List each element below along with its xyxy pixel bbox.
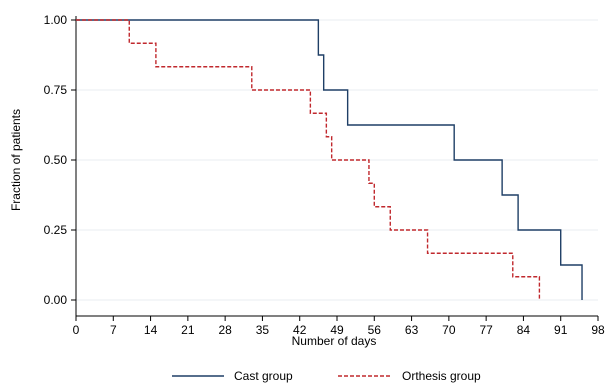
- series-layer: [76, 19, 583, 300]
- label-layer: 0.00 0.25 0.50 0.75 1.00 0 7 14 21 28 35 42 49 56 63 70…: [9, 13, 605, 348]
- x-tick-label: 70: [442, 323, 456, 337]
- x-axis-title: Number of days: [292, 334, 377, 348]
- x-tick-label: 42: [293, 323, 307, 337]
- x-tick-label: 7: [110, 323, 117, 337]
- y-tick-label: 0.00: [44, 293, 68, 307]
- series-line-0: [76, 19, 583, 300]
- legend-label-0: Cast group: [234, 369, 293, 383]
- x-tick-label: 84: [517, 323, 531, 337]
- y-tick-label: 0.25: [44, 223, 68, 237]
- y-tick-label: 0.75: [44, 83, 68, 97]
- x-tick-label: 21: [181, 323, 195, 337]
- x-tick-label: 56: [368, 323, 382, 337]
- x-tick-label: 35: [256, 323, 270, 337]
- y-tick-label: 1.00: [44, 13, 68, 27]
- x-tick-label: 28: [218, 323, 232, 337]
- x-tick-label: 14: [144, 323, 158, 337]
- x-tick-label: 0: [73, 323, 80, 337]
- axis-layer: [71, 16, 599, 321]
- x-tick-label: 63: [405, 323, 419, 337]
- series-line-1: [76, 19, 541, 300]
- x-tick-label: 98: [591, 323, 605, 337]
- y-tick-label: 0.50: [44, 153, 68, 167]
- y-axis-title: Fraction of patients: [9, 109, 23, 211]
- x-tick-label: 91: [554, 323, 568, 337]
- x-tick-label: 77: [479, 323, 493, 337]
- grid-layer: [76, 19, 598, 301]
- x-tick-label: 49: [330, 323, 344, 337]
- legend: Cast group Orthesis group: [172, 369, 481, 383]
- legend-label-1: Orthesis group: [402, 369, 481, 383]
